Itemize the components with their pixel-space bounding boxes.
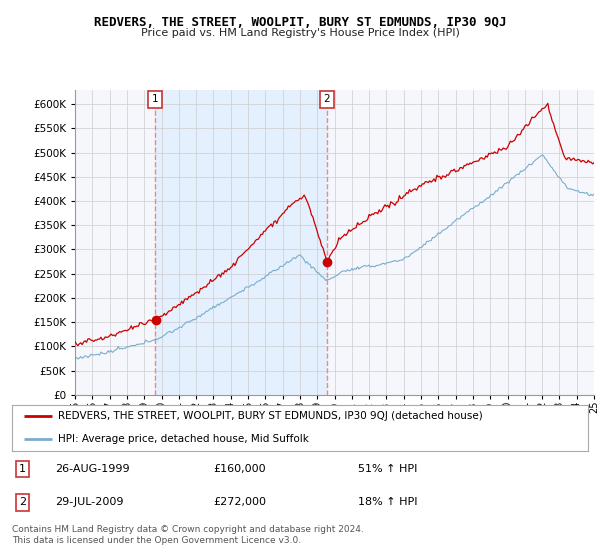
- Text: REDVERS, THE STREET, WOOLPIT, BURY ST EDMUNDS, IP30 9QJ: REDVERS, THE STREET, WOOLPIT, BURY ST ED…: [94, 16, 506, 29]
- Text: 29-JUL-2009: 29-JUL-2009: [55, 497, 124, 507]
- Text: £272,000: £272,000: [214, 497, 266, 507]
- Bar: [155, 90, 327, 395]
- Text: Price paid vs. HM Land Registry's House Price Index (HPI): Price paid vs. HM Land Registry's House …: [140, 28, 460, 38]
- Text: 51% ↑ HPI: 51% ↑ HPI: [358, 464, 417, 474]
- Text: Contains HM Land Registry data © Crown copyright and database right 2024.
This d: Contains HM Land Registry data © Crown c…: [12, 525, 364, 545]
- Text: 18% ↑ HPI: 18% ↑ HPI: [358, 497, 417, 507]
- Text: 26-AUG-1999: 26-AUG-1999: [55, 464, 130, 474]
- Text: 2: 2: [324, 94, 331, 104]
- Text: 1: 1: [152, 94, 159, 104]
- Text: REDVERS, THE STREET, WOOLPIT, BURY ST EDMUNDS, IP30 9QJ (detached house): REDVERS, THE STREET, WOOLPIT, BURY ST ED…: [58, 412, 483, 421]
- Text: 1: 1: [19, 464, 26, 474]
- Text: HPI: Average price, detached house, Mid Suffolk: HPI: Average price, detached house, Mid …: [58, 435, 309, 444]
- Text: 2: 2: [19, 497, 26, 507]
- Text: £160,000: £160,000: [214, 464, 266, 474]
